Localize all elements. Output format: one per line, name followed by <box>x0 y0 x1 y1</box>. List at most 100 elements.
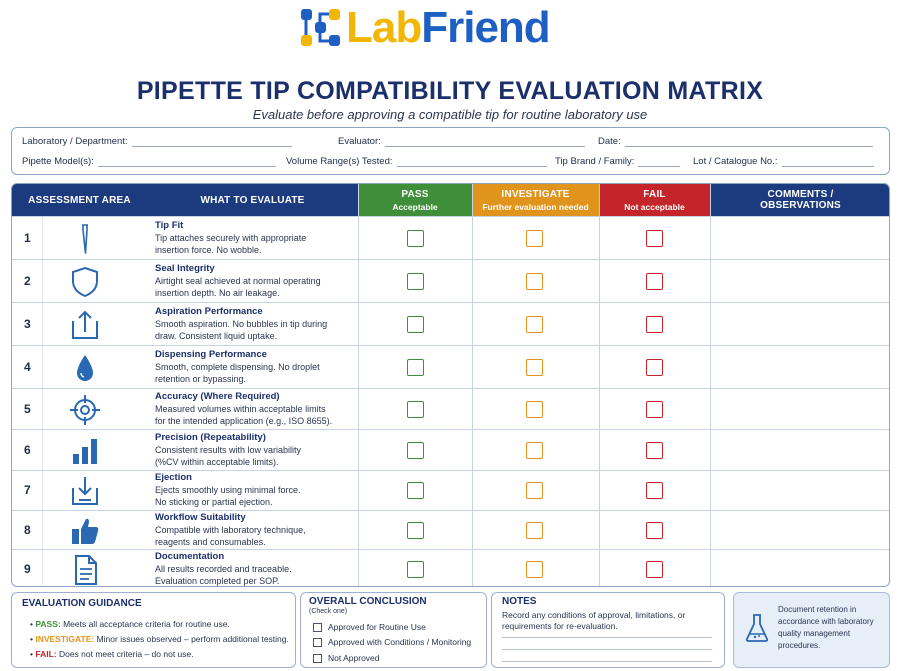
header-comments: COMMENTS / OBSERVATIONS <box>710 184 889 216</box>
investigate-checkbox[interactable] <box>526 316 543 333</box>
checkbox-approved-routine[interactable] <box>313 622 322 632</box>
fail-checkbox[interactable] <box>646 561 663 578</box>
row-description: Smooth, complete dispensing. No droplet r… <box>155 361 360 385</box>
retention-panel: Document retention in accordance with la… <box>733 592 890 668</box>
field-lab-label: Laboratory / Department: <box>22 136 128 147</box>
pass-checkbox[interactable] <box>407 230 424 247</box>
table-row: 2 Seal Integrity Airtight seal achieved at… <box>12 259 889 303</box>
header-what-label: WHAT TO EVALUATE <box>200 194 305 206</box>
row-title: Accuracy (Where Required) <box>155 391 280 402</box>
row-number: 9 <box>24 562 31 576</box>
option-approved-conditions[interactable]: Approved with Conditions / Monitoring <box>313 637 471 647</box>
notes-write-line[interactable] <box>502 637 712 638</box>
guidance-fail: • FAIL: Does not meet criteria – do not … <box>30 649 194 659</box>
comments-cell[interactable] <box>711 430 889 471</box>
checkbox-not-approved[interactable] <box>313 653 322 663</box>
field-evaluator[interactable]: Evaluator: <box>338 136 585 147</box>
fail-checkbox[interactable] <box>646 482 663 499</box>
comments-cell[interactable] <box>711 389 889 430</box>
comments-cell[interactable] <box>711 303 889 346</box>
investigate-checkbox[interactable] <box>526 482 543 499</box>
notes-line-1: Record any conditions of approval, limit… <box>502 610 686 620</box>
pass-checkbox[interactable] <box>407 442 424 459</box>
option-approved-conditions-label: Approved with Conditions / Monitoring <box>328 637 472 647</box>
investigate-checkbox[interactable] <box>526 230 543 247</box>
checkbox-approved-conditions[interactable] <box>313 637 322 647</box>
row-description-line: for the intended application (e.g., ISO … <box>155 416 333 426</box>
field-model[interactable]: Pipette Model(s): <box>22 156 276 167</box>
notes-line-2: requirements for re-evaluation. <box>502 621 618 631</box>
field-brand-label: Tip Brand / Family: <box>555 156 635 167</box>
row-description: Consistent results with low variability (… <box>155 444 360 468</box>
field-brand[interactable]: Tip Brand / Family: <box>555 156 681 167</box>
fail-checkbox[interactable] <box>646 359 663 376</box>
notes-panel[interactable]: NOTES Record any conditions of approval,… <box>491 592 725 668</box>
option-not-approved[interactable]: Not Approved <box>313 653 380 663</box>
comments-cell[interactable] <box>711 550 889 586</box>
retention-line-3: quality management <box>778 629 851 638</box>
header-pass-label: PASS <box>401 188 429 200</box>
row-description-line: Compatible with laboratory technique, <box>155 525 306 535</box>
notes-write-line[interactable] <box>502 649 712 650</box>
field-lot[interactable]: Lot / Catalogue No.: <box>693 156 874 167</box>
droplet-icon <box>77 355 93 381</box>
row-description-line: Evaluation completed per SOP. <box>155 576 280 586</box>
option-approved-routine[interactable]: Approved for Routine Use <box>313 622 426 632</box>
retention-line-2: accordance with laboratory <box>778 617 874 626</box>
investigate-checkbox[interactable] <box>526 273 543 290</box>
pass-checkbox[interactable] <box>407 482 424 499</box>
investigate-checkbox[interactable] <box>526 522 543 539</box>
pass-checkbox[interactable] <box>407 359 424 376</box>
comments-cell[interactable] <box>711 346 889 389</box>
fail-checkbox[interactable] <box>646 316 663 333</box>
investigate-checkbox[interactable] <box>526 561 543 578</box>
guidance-pass: • PASS: Meets all acceptance criteria fo… <box>30 619 230 629</box>
table-row: 4 Dispensing Performance Smooth, complete … <box>12 345 889 389</box>
fail-checkbox[interactable] <box>646 273 663 290</box>
field-volume[interactable]: Volume Range(s) Tested: <box>286 156 547 167</box>
row-number: 2 <box>24 274 31 288</box>
pass-checkbox[interactable] <box>407 273 424 290</box>
guidance-pass-text: Meets all acceptance criteria for routin… <box>60 619 230 629</box>
header-investigate-label: INVESTIGATE <box>501 188 570 200</box>
page-title: PIPETTE TIP COMPATIBILITY EVALUATION MAT… <box>136 77 764 105</box>
guidance-investigate: • INVESTIGATE: Minor issues observed – p… <box>30 634 289 644</box>
header-fail: FAIL Not acceptable <box>599 184 710 216</box>
table-row: 6 Precision (Repeatability) Consistent res… <box>12 429 889 471</box>
notes-write-line[interactable] <box>502 661 712 662</box>
notes-title: NOTES <box>502 596 537 607</box>
fail-checkbox[interactable] <box>646 522 663 539</box>
pass-checkbox[interactable] <box>407 522 424 539</box>
investigate-checkbox[interactable] <box>526 442 543 459</box>
pass-checkbox[interactable] <box>407 561 424 578</box>
investigate-checkbox[interactable] <box>526 359 543 376</box>
comments-cell[interactable] <box>711 511 889 550</box>
header-investigate-sub: Further evaluation needed <box>482 201 589 212</box>
row-description: All results recorded and traceable. Evalu… <box>155 563 360 586</box>
fail-checkbox[interactable] <box>646 230 663 247</box>
row-description: Smooth aspiration. No bubbles in tip dur… <box>155 318 360 342</box>
guidance-investigate-text: Minor issues observed – perform addition… <box>94 634 289 644</box>
bar-chart-icon <box>73 439 97 464</box>
field-date[interactable]: Date: <box>598 136 873 147</box>
fail-checkbox[interactable] <box>646 442 663 459</box>
row-description-line: Smooth, complete dispensing. No droplet <box>155 362 320 372</box>
pass-checkbox[interactable] <box>407 316 424 333</box>
row-description-line: Tip attaches securely with appropriate <box>155 233 307 243</box>
header-what-to-evaluate: WHAT TO EVALUATE <box>147 184 358 216</box>
evaluation-guidance-panel: EVALUATION GUIDANCE • PASS: Meets all ac… <box>11 592 296 668</box>
comments-cell[interactable] <box>711 260 889 303</box>
option-not-approved-label: Not Approved <box>328 653 380 663</box>
pass-checkbox[interactable] <box>407 401 424 418</box>
notes-instructions: Record any conditions of approval, limit… <box>502 610 685 632</box>
comments-cell[interactable] <box>711 217 889 260</box>
fail-checkbox[interactable] <box>646 401 663 418</box>
investigate-checkbox[interactable] <box>526 401 543 418</box>
row-number: 4 <box>24 360 31 374</box>
conclusion-sub: (Check one) <box>309 608 348 615</box>
field-lab[interactable]: Laboratory / Department: <box>22 136 292 147</box>
logo-text-lab: Lab <box>346 3 422 52</box>
row-description-line: Ejects smoothly using minimal force. <box>155 485 301 495</box>
comments-cell[interactable] <box>711 471 889 511</box>
row-title: Precision (Repeatability) <box>155 432 266 443</box>
